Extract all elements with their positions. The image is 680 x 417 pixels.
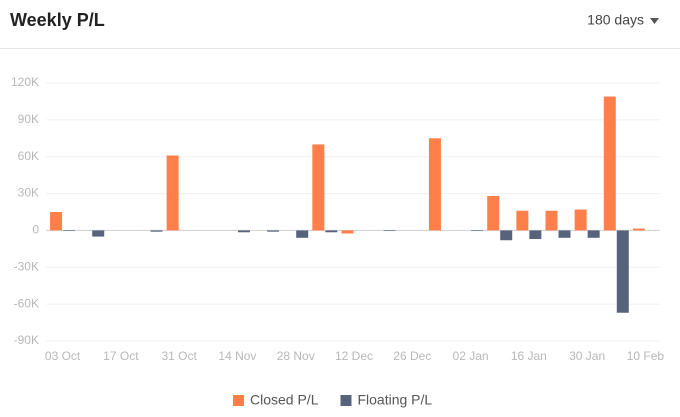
x-tick-label: 02 Jan xyxy=(453,349,489,363)
bar xyxy=(237,230,250,233)
bar xyxy=(92,230,105,237)
bar xyxy=(587,230,600,238)
legend-swatch xyxy=(233,395,244,406)
x-tick-label: 03 Oct xyxy=(45,349,81,363)
range-selector[interactable]: 180 days xyxy=(587,12,644,28)
x-tick-label: 17 Oct xyxy=(103,349,139,363)
y-tick-label: 30K xyxy=(18,186,39,200)
legend-label: Floating P/L xyxy=(357,392,432,408)
bar xyxy=(603,96,616,231)
bar xyxy=(296,230,309,238)
bar xyxy=(529,230,542,240)
y-tick-label: 90K xyxy=(18,112,39,126)
y-tick-label: -90K xyxy=(14,333,39,347)
dropdown-arrow[interactable] xyxy=(650,18,659,24)
legend-swatch xyxy=(340,395,352,406)
bar xyxy=(558,230,571,238)
bar xyxy=(63,230,76,232)
bar xyxy=(267,230,280,232)
bar xyxy=(487,196,500,231)
y-tick-label: 120K xyxy=(11,75,39,89)
y-tick-label: 60K xyxy=(18,149,39,163)
bar xyxy=(166,155,179,231)
bar xyxy=(516,210,529,231)
bar xyxy=(325,230,338,233)
legend-label: Closed P/L xyxy=(250,392,319,408)
x-tick-label: 14 Nov xyxy=(218,349,256,363)
x-tick-label: 10 Feb xyxy=(627,349,665,363)
x-tick-label: 30 Jan xyxy=(569,349,605,363)
x-tick-label: 28 Nov xyxy=(277,349,315,363)
bar xyxy=(616,230,629,313)
x-tick-label: 31 Oct xyxy=(161,349,197,363)
bar xyxy=(50,212,63,231)
bar xyxy=(428,138,441,231)
widget-title: Weekly P/L xyxy=(10,10,105,30)
bar xyxy=(574,209,587,231)
bar xyxy=(471,230,484,232)
bar xyxy=(500,230,513,241)
x-tick-label: 26 Dec xyxy=(393,349,431,363)
y-tick-label: -60K xyxy=(14,296,39,310)
x-tick-label: 16 Jan xyxy=(511,349,547,363)
x-tick-label: 12 Dec xyxy=(335,349,373,363)
bar xyxy=(312,144,325,231)
bar xyxy=(150,230,163,232)
bar xyxy=(632,228,645,231)
y-tick-label: 0 xyxy=(32,223,39,237)
bar xyxy=(383,230,396,232)
bar xyxy=(341,230,354,234)
bar xyxy=(545,210,558,231)
y-tick-label: -30K xyxy=(14,259,39,273)
